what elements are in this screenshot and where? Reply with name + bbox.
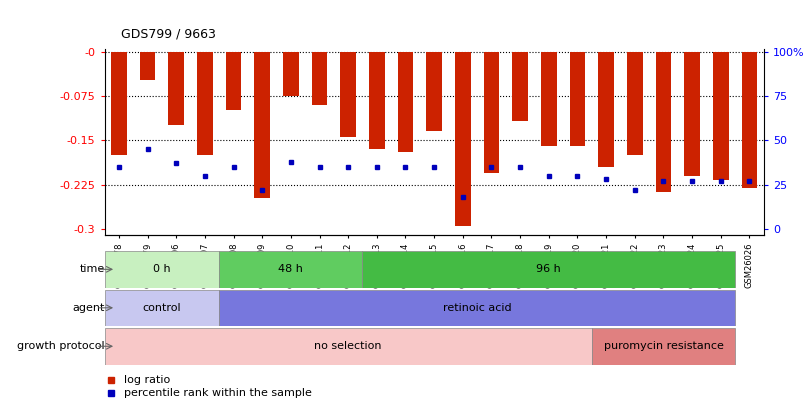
Text: log ratio: log ratio <box>124 375 170 385</box>
Bar <box>168 51 184 126</box>
Bar <box>712 51 728 181</box>
Bar <box>111 51 127 155</box>
Bar <box>426 51 442 131</box>
Bar <box>140 51 155 80</box>
Bar <box>312 51 327 105</box>
Bar <box>483 51 499 173</box>
Text: growth protocol: growth protocol <box>17 341 104 351</box>
Text: 48 h: 48 h <box>278 264 303 274</box>
Bar <box>104 328 591 364</box>
Bar <box>540 51 556 146</box>
Bar <box>219 290 734 326</box>
Bar <box>626 51 642 155</box>
Text: GDS799 / 9663: GDS799 / 9663 <box>120 28 215 40</box>
Bar <box>219 251 362 288</box>
Bar <box>197 51 213 155</box>
Text: percentile rank within the sample: percentile rank within the sample <box>124 388 312 398</box>
Bar <box>104 290 219 326</box>
Text: agent: agent <box>72 303 104 313</box>
Bar <box>512 51 528 122</box>
Bar <box>591 328 734 364</box>
Text: puromycin resistance: puromycin resistance <box>603 341 723 351</box>
Text: retinoic acid: retinoic acid <box>442 303 511 313</box>
Bar <box>104 251 219 288</box>
Bar <box>340 51 356 137</box>
Bar <box>254 51 270 198</box>
Bar <box>397 51 413 152</box>
Bar <box>683 51 699 176</box>
Bar <box>454 51 470 226</box>
Text: control: control <box>142 303 181 313</box>
Bar <box>369 51 384 149</box>
Bar <box>283 51 299 96</box>
Bar <box>362 251 734 288</box>
Bar <box>740 51 756 188</box>
Text: 0 h: 0 h <box>153 264 170 274</box>
Bar <box>226 51 241 109</box>
Text: no selection: no selection <box>314 341 381 351</box>
Bar <box>597 51 613 167</box>
Text: time: time <box>79 264 104 274</box>
Text: 96 h: 96 h <box>536 264 560 274</box>
Bar <box>654 51 671 192</box>
Bar <box>569 51 585 146</box>
